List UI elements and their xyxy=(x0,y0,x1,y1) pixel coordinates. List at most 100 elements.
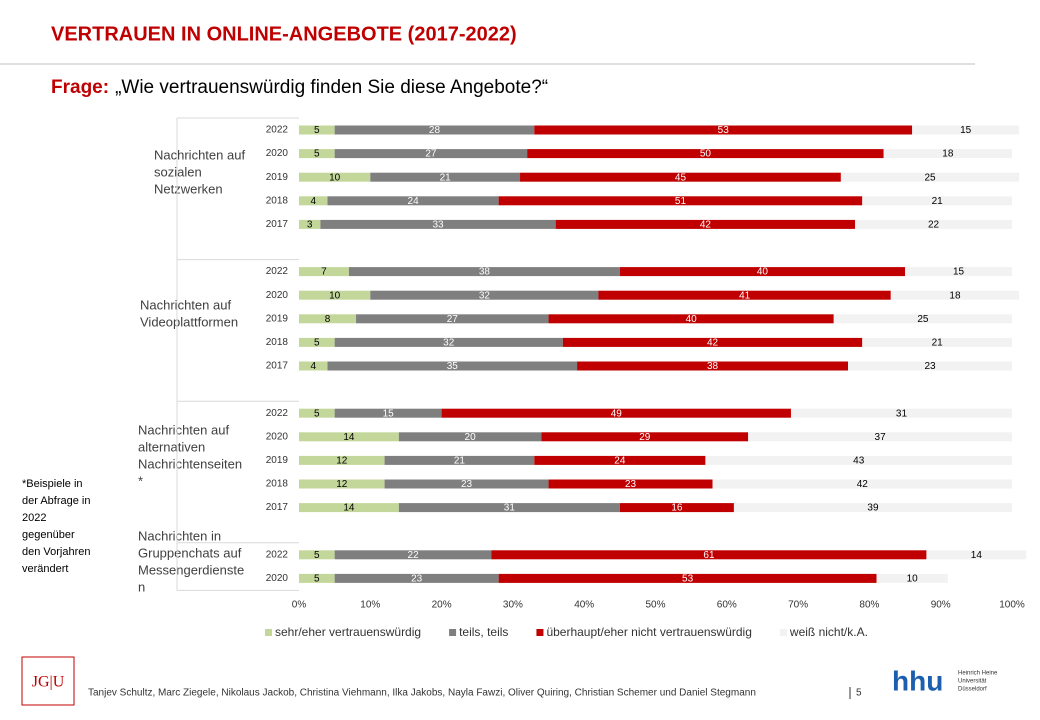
year-label: 2019 xyxy=(266,172,289,183)
bar-segment xyxy=(598,290,891,300)
bar-segment xyxy=(299,290,371,300)
value-label: 10 xyxy=(329,290,341,301)
logo-right: hhu xyxy=(892,665,943,696)
group-label: Netzwerken xyxy=(154,182,223,197)
value-label: 31 xyxy=(504,503,516,514)
x-tick-label: 70% xyxy=(788,600,808,611)
bar-segment xyxy=(348,267,620,277)
value-label: 10 xyxy=(907,574,919,585)
value-label: 25 xyxy=(917,314,929,325)
logo-sub-line: Düsseldorf xyxy=(958,687,987,693)
x-tick-label: 30% xyxy=(503,600,523,611)
bar-segment xyxy=(441,408,791,418)
value-label: 12 xyxy=(336,479,348,490)
value-label: 25 xyxy=(924,172,936,183)
value-label: 5 xyxy=(314,550,320,561)
logo-left-box xyxy=(21,656,75,706)
year-label: 2022 xyxy=(266,408,289,419)
value-label: 38 xyxy=(479,267,491,278)
group-label: Gruppenchats auf xyxy=(138,546,242,561)
value-label: 23 xyxy=(461,479,473,490)
bar-segment xyxy=(905,267,1012,277)
logo-sub-line: Heinrich Heine xyxy=(958,671,998,677)
value-label: 21 xyxy=(454,456,466,467)
value-label: 24 xyxy=(614,456,626,467)
value-label: 5 xyxy=(314,408,320,419)
value-label: 5 xyxy=(314,338,320,349)
group-label: Nachrichten auf xyxy=(138,422,229,437)
value-label: 10 xyxy=(329,172,341,183)
bar-segment xyxy=(705,455,1012,465)
value-label: 5 xyxy=(314,149,320,160)
question-prefix: Frage: xyxy=(51,77,109,98)
value-label: 16 xyxy=(671,503,683,514)
value-label: 35 xyxy=(447,361,459,372)
legend-label: sehr/eher vertrauenswürdig xyxy=(275,625,421,639)
logo-right-sub: Heinrich Heine Universität Düsseldorf xyxy=(958,671,998,693)
value-label: 61 xyxy=(703,550,715,561)
x-tick-label: 10% xyxy=(360,600,380,611)
bar-segment xyxy=(548,314,834,324)
bar-segment xyxy=(299,550,335,560)
bar-segment xyxy=(327,196,499,206)
bar-segment xyxy=(299,503,399,513)
year-label: 2020 xyxy=(266,148,289,159)
value-label: 23 xyxy=(625,479,637,490)
group-label: Nachrichten in xyxy=(138,529,221,544)
value-label: 51 xyxy=(675,196,687,207)
bar-segment xyxy=(299,149,335,159)
legend-swatch xyxy=(449,629,457,636)
value-label: 21 xyxy=(932,338,944,349)
bar-segment xyxy=(833,314,1012,324)
value-label: 18 xyxy=(942,149,954,160)
bar-segment xyxy=(299,219,321,229)
footnote-line: den Vorjahren xyxy=(22,546,91,558)
value-label: 5 xyxy=(314,125,320,136)
footnote-line: der Abfrage in xyxy=(22,495,91,507)
bar-segment xyxy=(299,432,399,442)
bar-segment xyxy=(299,455,385,465)
value-label: 49 xyxy=(611,408,623,419)
value-label: 14 xyxy=(343,503,355,514)
legend-swatch xyxy=(536,629,544,636)
bar-segment xyxy=(840,172,1020,182)
year-label: 2020 xyxy=(266,573,289,584)
bar-segment xyxy=(619,503,734,513)
bar-segment xyxy=(498,196,863,206)
question-text: „Wie vertrauenswürdig finden Sie diese A… xyxy=(115,77,548,98)
value-label: 41 xyxy=(739,290,751,301)
year-label: 2019 xyxy=(266,455,289,466)
group-label: Videoplattformen xyxy=(140,315,238,330)
bar-segment xyxy=(299,196,328,206)
bar-segment xyxy=(527,149,884,159)
footnote-line: gegenüber xyxy=(22,529,75,541)
bar-segment xyxy=(498,573,877,583)
value-label: 21 xyxy=(932,196,944,207)
value-label: 40 xyxy=(757,267,769,278)
value-label: 23 xyxy=(411,574,423,585)
footnote: *Beispiele in der Abfrage in 2022 gegenüber… xyxy=(22,478,91,575)
question: Frage: „Wie vertrauenswürdig finden Sie d… xyxy=(51,77,548,98)
value-label: 32 xyxy=(443,338,455,349)
authors: Tanjev Schultz, Marc Ziegele, Nikolaus J… xyxy=(88,688,756,699)
legend-label: weiß nicht/k.A. xyxy=(789,625,868,639)
value-label: 50 xyxy=(700,149,712,160)
year-label: 2020 xyxy=(266,290,289,301)
group-label: Nachrichten auf xyxy=(140,298,231,313)
year-label: 2018 xyxy=(266,337,289,348)
value-label: 22 xyxy=(408,550,420,561)
value-label: 7 xyxy=(321,267,327,278)
bar-segment xyxy=(384,479,549,489)
bar-segment xyxy=(548,479,713,489)
logo-sub-line: Universität xyxy=(958,679,987,685)
bar-segment xyxy=(356,314,549,324)
legend-swatch xyxy=(779,629,787,636)
x-tick-label: 40% xyxy=(574,600,594,611)
bar-segment xyxy=(299,408,335,418)
bar-segment xyxy=(334,408,442,418)
value-label: 28 xyxy=(429,125,441,136)
year-label: 2022 xyxy=(266,125,289,136)
x-tick-label: 0% xyxy=(292,600,307,611)
value-label: 21 xyxy=(440,172,452,183)
